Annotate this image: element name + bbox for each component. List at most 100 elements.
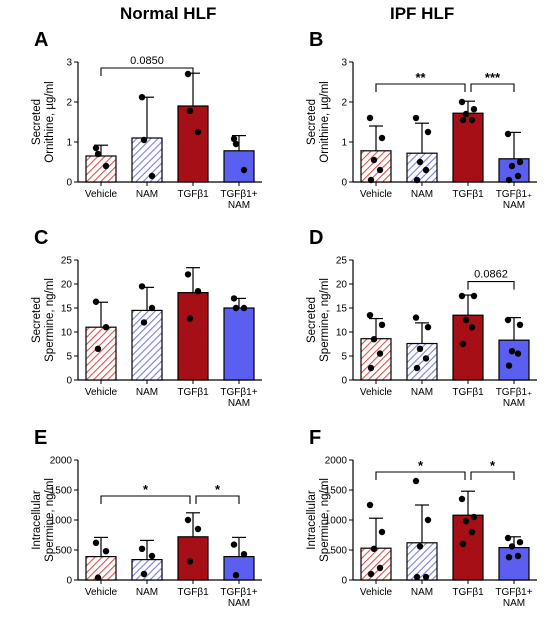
x-tick-label-line: NAM — [503, 398, 525, 409]
data-point — [148, 304, 156, 312]
x-tick-label-line: TGFβ1 — [177, 387, 209, 398]
x-tick-label: NAM — [411, 189, 433, 200]
data-point — [422, 355, 430, 362]
data-point — [412, 477, 420, 485]
data-point — [148, 172, 156, 180]
data-point — [416, 345, 424, 352]
x-tick-label-line: TGFβ1 — [452, 189, 484, 200]
data-point — [184, 516, 192, 524]
x-tick-label: TGFβ1 — [452, 189, 484, 200]
data-point — [138, 283, 146, 290]
y-axis-label-line: Secreted — [306, 297, 318, 343]
x-tick-label-line: NAM — [136, 587, 158, 598]
data-point — [140, 136, 148, 144]
x-tick-label: NAM — [411, 587, 433, 598]
data-point — [470, 106, 478, 113]
panel-label: E — [34, 427, 47, 449]
chart-svg: F IntracellularSpermine, ng/ml 0 500 1000 150… — [306, 427, 537, 609]
normal-hlf-title: Normal HLF — [120, 4, 217, 23]
chart-panel-f: F IntracellularSpermine, ng/ml 0 500 1000 150… — [275, 418, 550, 621]
data-point — [92, 144, 100, 152]
data-point — [458, 292, 466, 300]
significance-label: * — [215, 482, 221, 497]
data-point — [370, 545, 378, 552]
y-tick-label: 1000 — [325, 516, 348, 527]
bar — [223, 556, 255, 581]
x-tick-label-line: TGFβ1₊ — [496, 387, 533, 398]
bar — [360, 338, 392, 381]
data-point — [367, 570, 375, 578]
data-point — [186, 107, 194, 115]
data-point — [459, 340, 467, 348]
data-point — [232, 572, 240, 579]
data-point — [470, 513, 478, 521]
x-tick-label: TGFβ1 — [452, 587, 484, 598]
x-tick-label: TGFβ1 — [452, 387, 484, 398]
data-point — [92, 539, 100, 546]
x-tick-label: TGFβ1+ NAM — [220, 189, 257, 211]
panel-label: D — [309, 227, 323, 249]
data-point — [194, 288, 202, 295]
y-axis-label: IntracellularSpermine, ng/ml — [31, 478, 56, 562]
chart-panel-b: B SecretedOrnithine, µg/ml 0 1 2 3 Vehicle NAM T… — [275, 20, 550, 223]
bar — [85, 155, 117, 183]
y-axis-label-line: Intracellular — [306, 490, 318, 550]
x-tick-label: Vehicle — [360, 189, 393, 200]
data-point — [459, 116, 467, 124]
y-axis-label: SecretedOrnithine, µg/ml — [306, 81, 331, 162]
x-tick-label-line: TGFβ1 — [452, 587, 484, 598]
x-tick-label: TGFβ1 — [177, 387, 209, 398]
x-tick-label-line: Vehicle — [85, 587, 118, 598]
x-tick-label: Vehicle — [85, 189, 118, 200]
y-tick-label: 0 — [341, 178, 347, 189]
x-tick-label-line: Vehicle — [360, 189, 393, 200]
data-point — [514, 552, 522, 560]
data-point — [376, 350, 384, 357]
x-tick-label-line: NAM — [228, 398, 250, 409]
panel-label: A — [34, 29, 48, 51]
x-tick-label-line: NAM — [411, 587, 433, 598]
x-tick-label-line: NAM — [228, 598, 250, 609]
data-point — [184, 271, 192, 278]
x-tick-label: TGFβ1+ NAM — [220, 587, 257, 609]
chart-svg: C SecretedSpermine, ng/ml 0 5 10 15 20 25 Vehicl… — [31, 227, 262, 409]
data-point — [92, 298, 100, 305]
data-point — [148, 552, 156, 560]
data-point — [504, 316, 512, 324]
data-point — [470, 292, 478, 300]
data-point — [413, 573, 421, 581]
data-point — [186, 558, 194, 565]
data-point — [94, 345, 102, 352]
data-point — [366, 501, 374, 509]
y-tick-label: 3 — [66, 58, 72, 69]
y-axis-label-line: Ornithine, µg/ml — [44, 81, 56, 162]
chart-panel-c: C SecretedSpermine, ng/ml 0 5 10 15 20 25 Vehicl… — [0, 218, 275, 421]
x-tick-label-line: TGFβ1 — [177, 587, 209, 598]
x-tick-label-line: Vehicle — [85, 387, 118, 398]
data-point — [516, 158, 524, 166]
significance-label: *** — [485, 70, 501, 85]
y-tick-label: 2 — [66, 98, 72, 109]
y-tick-label: 1000 — [50, 516, 73, 527]
y-tick-label: 2 — [341, 98, 347, 109]
significance-label: * — [143, 482, 149, 497]
y-axis-label-line: Spermine, ng/ml — [44, 478, 56, 562]
data-point — [94, 150, 102, 158]
x-tick-label: TGFβ1 — [177, 189, 209, 200]
y-tick-label: 1 — [66, 138, 72, 149]
bar — [498, 339, 530, 381]
chart-panel-a: A SecretedOrnithine, µg/ml 0 1 2 3 Vehicle NAM T… — [0, 20, 275, 223]
data-point — [378, 134, 386, 142]
data-point — [413, 176, 421, 184]
y-tick-label: 0 — [66, 376, 72, 387]
y-tick-label: 0 — [341, 576, 347, 587]
x-tick-label-line: TGFβ1+ — [220, 387, 257, 398]
panel-label: F — [309, 427, 321, 449]
data-point — [505, 362, 513, 369]
x-tick-label-line: Vehicle — [85, 189, 118, 200]
x-tick-label-line: TGFβ1₊ — [496, 189, 533, 200]
x-tick-label-line: Vehicle — [360, 387, 393, 398]
x-tick-label-line: Vehicle — [360, 587, 393, 598]
bar — [223, 307, 255, 381]
y-tick-label: 0 — [66, 178, 72, 189]
